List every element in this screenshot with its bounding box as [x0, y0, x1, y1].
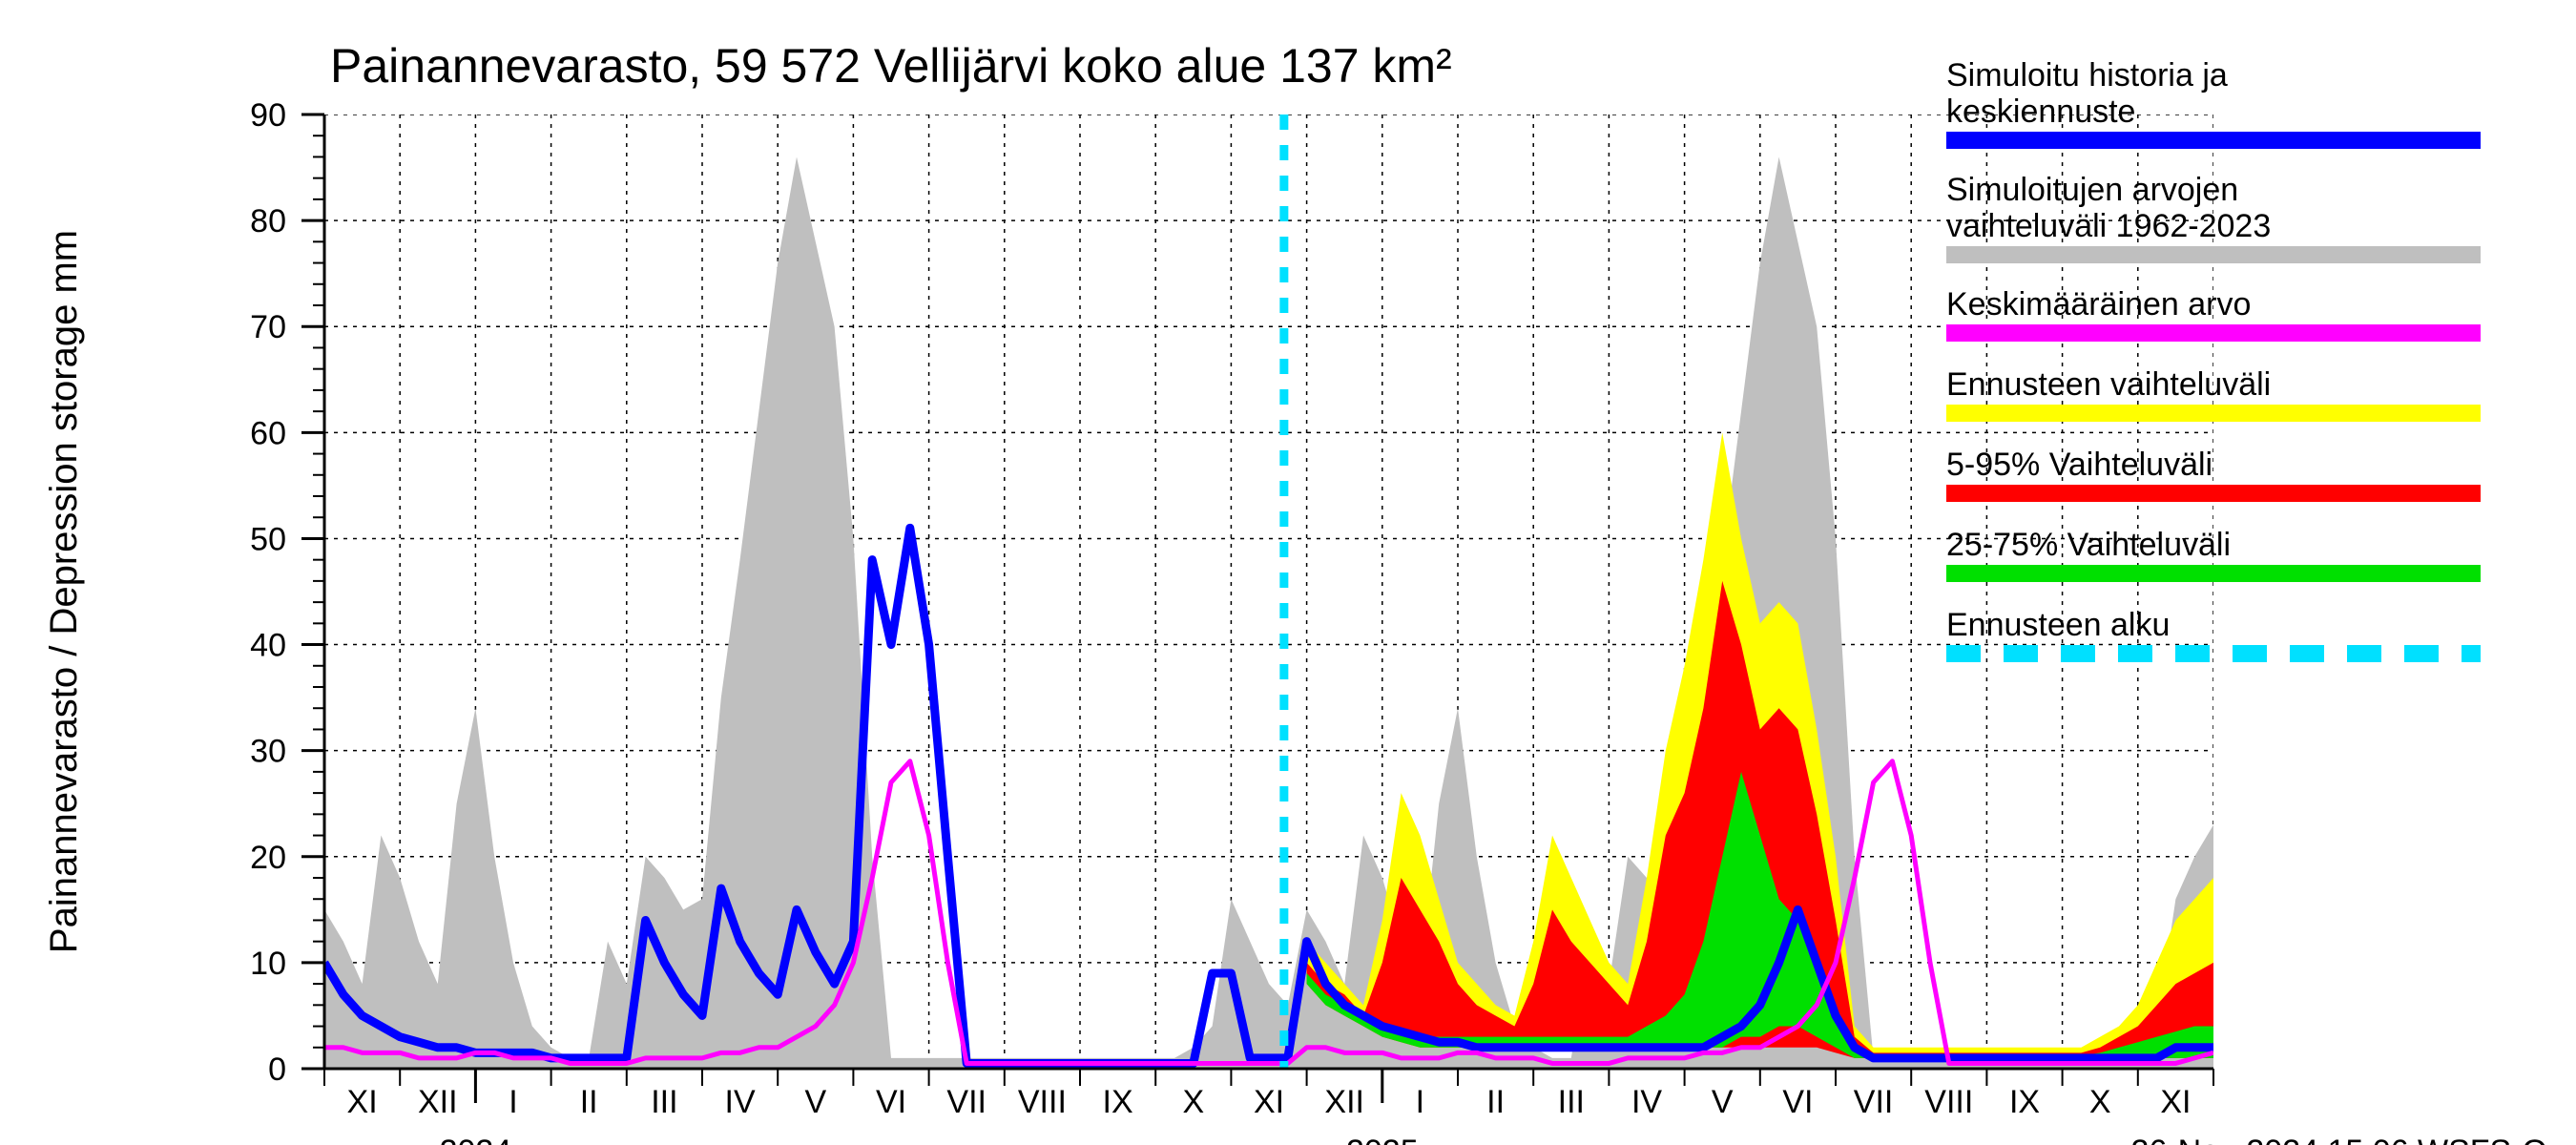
gridlines: [324, 114, 2213, 1069]
legend-label: 5-95% Vaihteluväli: [1946, 447, 2212, 483]
y-tick-label: 70: [250, 309, 286, 345]
depression-storage-chart: 0102030405060708090XIXIIIIIIIIIVVVIVIIVI…: [0, 0, 2576, 1145]
y-tick-label: 90: [250, 97, 286, 134]
x-month-label: II: [1486, 1084, 1505, 1120]
x-month-label: VIII: [1924, 1084, 1973, 1120]
x-month-label: X: [1182, 1084, 1204, 1120]
legend-swatch: [1946, 405, 2481, 422]
y-tick-label: 0: [268, 1051, 286, 1088]
x-month-label: IV: [1631, 1084, 1662, 1120]
y-tick-label: 20: [250, 840, 286, 876]
x-month-label: IV: [725, 1084, 756, 1120]
x-month-label: VI: [1782, 1084, 1813, 1120]
y-tick-label: 60: [250, 415, 286, 451]
series-range-grey: [324, 156, 2213, 1069]
x-month-label: I: [1416, 1084, 1424, 1120]
x-month-label: VI: [876, 1084, 906, 1120]
y-axis-label: Painannevarasto / Depression storage mm: [43, 230, 85, 953]
x-month-label: V: [1712, 1084, 1734, 1120]
x-month-label: I: [509, 1084, 517, 1120]
legend-label: vaihteluväli 1962-2023: [1946, 208, 2271, 244]
y-tick-label: 80: [250, 203, 286, 239]
legend-label: Simuloitu historia ja: [1946, 57, 2228, 94]
x-month-label: III: [651, 1084, 677, 1120]
legend-label: Ennusteen alku: [1946, 607, 2170, 643]
x-month-label: VII: [1854, 1084, 1894, 1120]
x-month-label: III: [1558, 1084, 1585, 1120]
y-tick-label: 50: [250, 521, 286, 557]
legend-swatch: [1946, 132, 2481, 149]
x-month-label: VII: [946, 1084, 987, 1120]
legend-label: keskiennuste: [1946, 94, 2135, 130]
x-year-label: 2024: [440, 1134, 512, 1145]
x-month-label: XI: [1254, 1084, 1284, 1120]
chart-title: Painannevarasto, 59 572 Vellijärvi koko …: [330, 39, 1452, 93]
chart-svg: 0102030405060708090XIXIIIIIIIIIVVVIVIIVI…: [0, 0, 2576, 1145]
y-tick-label: 30: [250, 734, 286, 770]
x-month-label: V: [804, 1084, 826, 1120]
x-month-label: XII: [1324, 1084, 1364, 1120]
legend-label: 25-75% Vaihteluväli: [1946, 527, 2231, 563]
legend-swatch: [1946, 246, 2481, 263]
y-tick-label: 10: [250, 946, 286, 982]
legend-swatch: [1946, 565, 2481, 582]
legend-swatch: [1946, 485, 2481, 502]
x-year-label: 2025: [1346, 1134, 1419, 1145]
x-month-label: X: [2089, 1084, 2111, 1120]
y-tick-label: 40: [250, 628, 286, 664]
x-month-label: II: [580, 1084, 598, 1120]
legend-label: Ennusteen vaihteluväli: [1946, 366, 2271, 403]
x-month-label: XI: [347, 1084, 378, 1120]
x-month-label: IX: [2009, 1084, 2040, 1120]
x-month-label: VIII: [1018, 1084, 1067, 1120]
x-month-label: IX: [1103, 1084, 1133, 1120]
chart-footer: 26-Nov-2024 15:06 WSFS-O: [2130, 1134, 2547, 1145]
x-month-label: XI: [2160, 1084, 2191, 1120]
legend-label: Keskimääräinen arvo: [1946, 286, 2251, 323]
legend-swatch: [1946, 324, 2481, 342]
series-group: [324, 114, 2213, 1069]
x-month-label: XII: [418, 1084, 458, 1120]
legend-label: Simuloitujen arvojen: [1946, 172, 2238, 208]
